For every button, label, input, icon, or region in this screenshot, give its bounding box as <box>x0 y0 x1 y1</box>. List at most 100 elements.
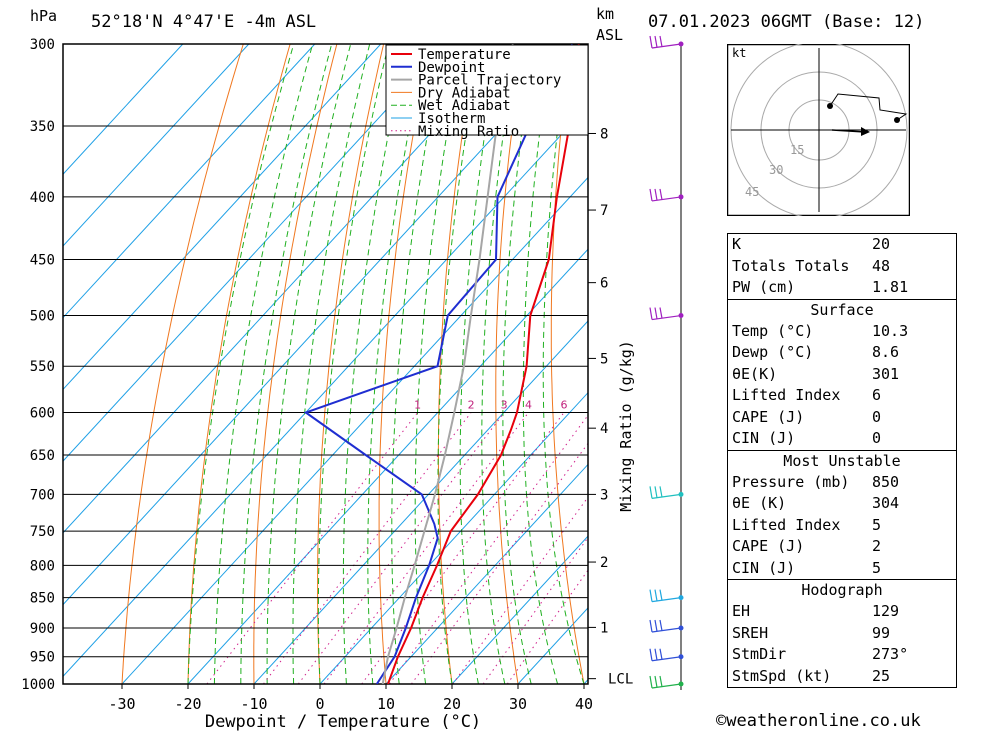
wet-adiabat-line <box>266 44 352 684</box>
km-label: 8 <box>600 126 608 142</box>
km-label: km <box>596 5 615 23</box>
x-axis-title: Dewpoint / Temperature (°C) <box>205 712 481 732</box>
legend-label: Mixing Ratio <box>418 124 519 140</box>
km-label: 7 <box>600 203 608 219</box>
wind-barb <box>649 307 684 321</box>
mixing-ratio-label: 15 <box>643 398 657 411</box>
index-row: θE(K) 301 <box>728 364 956 386</box>
wind-barb-flag <box>659 486 663 498</box>
km-label: LCL <box>608 672 633 688</box>
index-row: Lifted Index 5 <box>728 515 956 537</box>
pressure-tick-label: 400 <box>30 190 55 206</box>
wet-adiabat-line <box>317 44 390 684</box>
surface-section: Surface Temp (°C) 10.3 Dewp (°C) 8.6 θE(K)… <box>728 300 956 451</box>
mixing-ratio-line <box>323 412 529 684</box>
mixing-ratio-line <box>452 496 588 684</box>
index-row: CAPE (J) 0 <box>728 407 956 429</box>
plot-border <box>62 43 589 685</box>
index-label: θE(K) <box>732 364 778 383</box>
index-value: 304 <box>872 494 900 512</box>
most-unstable-section: Most Unstable Pressure (mb) 850 θE (K) 304… <box>728 451 956 580</box>
index-value: 6 <box>872 386 882 404</box>
dry-adiabat-line <box>187 44 291 684</box>
wind-barb <box>649 188 684 202</box>
skewt-chart: 1 2 3 4 6 8 10 15 20 25 3003504004505005506006507… <box>21 35 720 732</box>
mixing-ratio-label: 2 <box>468 398 475 411</box>
index-value: 20 <box>872 235 891 253</box>
location-title: 52°18'N 4°47'E -4m ASL <box>91 12 317 32</box>
km-label: 3 <box>600 487 608 503</box>
wind-barb-flag <box>649 35 653 49</box>
index-value: 99 <box>872 623 891 642</box>
legend-label: Wet Adiabat <box>418 98 511 114</box>
index-value: 273° <box>872 645 909 663</box>
basic-indices: K 20 Totals Totals 48 PW (cm) 1.81 <box>728 234 956 300</box>
wind-barb-flag <box>654 619 658 632</box>
mixing-ratio-label: 20 <box>671 398 685 411</box>
isotherm-line <box>63 44 580 606</box>
temperature-tick-label: -30 <box>108 695 135 713</box>
temperature-tick-label: -10 <box>240 695 267 713</box>
index-value: 25 <box>872 666 891 685</box>
copyright-text[interactable]: ©weatheronline.co.uk <box>716 711 921 731</box>
mixing-ratio-line <box>206 412 419 684</box>
hodograph-point <box>894 117 900 123</box>
index-value: 301 <box>872 364 900 383</box>
index-row: PW (cm) 1.81 <box>728 277 956 299</box>
index-label: EH <box>732 602 751 620</box>
index-label: Lifted Index <box>732 386 841 404</box>
wind-barb-flag <box>659 648 663 660</box>
wind-barb-flag <box>659 619 663 631</box>
temperature-tick-label: 40 <box>575 695 593 713</box>
index-row: Dewp (°C) 8.6 <box>728 342 956 364</box>
km-label: 2 <box>600 555 608 571</box>
wind-barb-flag <box>659 35 663 47</box>
pressure-tick-label: 850 <box>30 591 55 607</box>
wind-barb-flag <box>649 307 653 320</box>
temperature-tick-label: 20 <box>443 695 461 713</box>
asl-label: ASL <box>596 26 624 44</box>
dry-adiabat-line <box>495 44 525 684</box>
index-row: Pressure (mb) 850 <box>728 472 956 494</box>
pressure-tick-label: 800 <box>30 558 55 574</box>
mixing-ratio-label: 4 <box>525 398 532 411</box>
isotherm-line <box>253 320 588 684</box>
index-value: 850 <box>872 472 900 491</box>
mixing-ratio-label: 25 <box>694 398 708 411</box>
index-label: Pressure (mb) <box>732 472 850 491</box>
hodograph-ring-label: 15 <box>790 143 804 157</box>
index-label: CIN (J) <box>732 429 796 447</box>
index-label: Lifted Index <box>732 515 841 534</box>
mixing-ratio-line <box>506 569 588 684</box>
wind-barb <box>649 589 684 603</box>
wind-barb-flag <box>649 648 653 661</box>
index-value: 2 <box>872 537 882 555</box>
wet-adiabat-line <box>367 44 427 684</box>
wind-barb <box>649 619 684 633</box>
index-value: 129 <box>872 602 900 620</box>
temperature-tick-label: 30 <box>509 695 527 713</box>
wind-barb <box>649 486 684 499</box>
index-value: 5 <box>872 558 882 577</box>
dry-adiabat-line <box>708 44 720 684</box>
wind-barb-flag <box>649 486 653 499</box>
isotherm-line <box>63 105 588 678</box>
index-value: 48 <box>872 256 891 275</box>
wind-barb-flag <box>659 675 663 687</box>
index-row: StmSpd (kt) 25 <box>728 666 956 688</box>
wind-barb-flag <box>654 35 658 48</box>
wet-adiabat-line <box>213 44 314 684</box>
wind-barb-flag <box>659 188 663 200</box>
wet-adiabat-line <box>342 44 408 684</box>
index-label: CIN (J) <box>732 558 796 577</box>
hodograph-section: Hodograph EH 129 SREH 99 StmDir 273° StmSpd… <box>728 580 956 687</box>
isotherm-line <box>121 176 588 684</box>
index-row: CAPE (J) 2 <box>728 536 956 558</box>
index-value: 5 <box>872 515 882 534</box>
isotherm-line <box>63 44 316 319</box>
index-value: 1.81 <box>872 278 909 296</box>
series-line-temperature <box>387 44 580 684</box>
index-label: Dewp (°C) <box>732 343 814 361</box>
isotherm-line <box>187 248 588 684</box>
wet-adiabat-line <box>391 44 446 684</box>
